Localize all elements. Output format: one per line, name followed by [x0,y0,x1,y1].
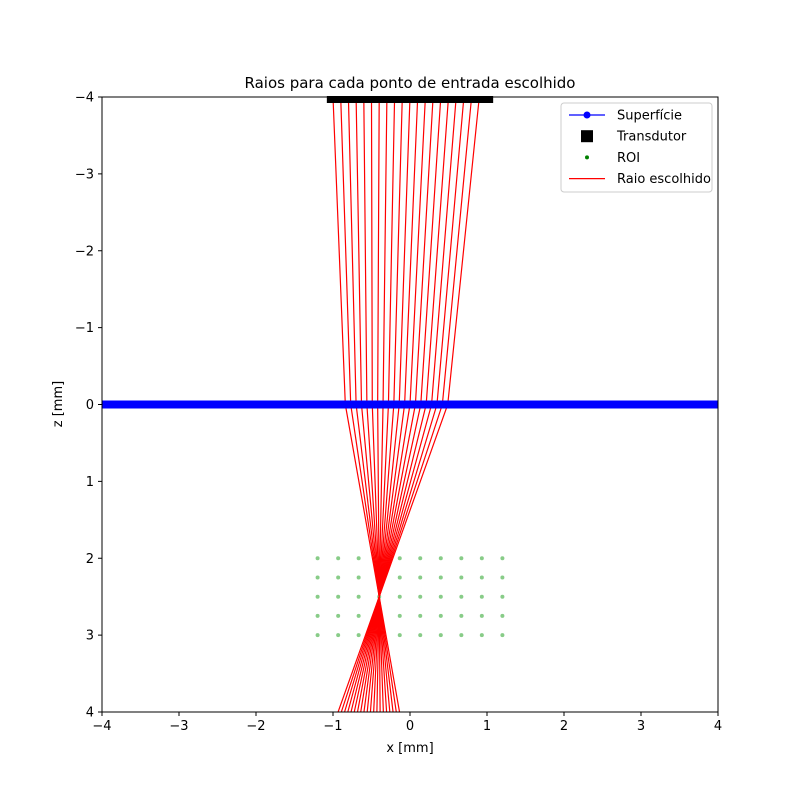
x-axis-label: x [mm] [386,741,433,756]
roi-point [336,633,341,638]
legend-label: ROI [617,151,640,166]
roi-point [336,594,341,599]
roi-point [500,594,505,599]
roi-point [336,575,341,580]
x-tick-label: −2 [246,719,265,734]
plot-content [102,96,718,712]
roi-point [336,556,341,561]
y-tick-label: −1 [75,321,94,336]
plot-area [102,96,718,712]
roi-point [438,575,443,580]
x-tick-label: 0 [406,719,414,734]
y-tick-label: 4 [86,706,94,721]
roi-point [418,556,423,561]
legend-label: Raio escolhido [617,172,711,187]
y-axis-label: z [mm] [51,381,66,427]
roi-point [397,613,402,618]
roi-point [459,594,464,599]
roi-point [418,613,423,618]
roi-point [315,575,320,580]
roi-point [500,575,505,580]
roi-point [438,633,443,638]
x-tick-label: 3 [637,719,645,734]
y-tick-label: 2 [86,552,94,567]
roi-point [397,633,402,638]
roi-point [500,556,505,561]
roi-point [479,594,484,599]
transducer-bar [326,96,494,103]
y-tick-label: 1 [86,475,94,490]
y-tick-label: −2 [75,244,94,259]
roi-point [500,633,505,638]
legend-handle-dot [585,155,589,160]
legend-box [560,102,713,193]
roi-point [315,613,320,618]
roi-point [479,613,484,618]
roi-point [397,556,402,561]
roi-point [418,575,423,580]
roi-point [336,613,341,618]
legend-label: Transdutor [616,130,687,145]
legend: Superfície Transdutor ROI Raio escolhido [560,102,713,193]
roi-point [479,556,484,561]
roi-point [356,575,361,580]
roi-point [397,575,402,580]
roi-point [479,633,484,638]
roi-point [459,556,464,561]
x-tick-label: −3 [169,719,188,734]
y-tick-label: −4 [75,91,94,106]
roi-point [315,594,320,599]
roi-point [459,613,464,618]
roi-point [315,633,320,638]
x-tick-label: 1 [483,719,491,734]
roi-point [418,594,423,599]
roi-point [459,633,464,638]
y-tick-label: 3 [86,629,94,644]
roi-point [459,575,464,580]
x-tick-label: 4 [714,719,722,734]
roi-point [397,594,402,599]
roi-point [356,556,361,561]
roi-point [315,556,320,561]
y-tick-label: 0 [86,398,94,413]
roi-point [438,556,443,561]
x-tick-label: −4 [92,719,111,734]
y-tick-label: −3 [75,167,94,182]
x-tick-label: 2 [560,719,568,734]
roi-point [438,594,443,599]
legend-handle-square [581,130,593,143]
x-tick-label: −1 [323,719,342,734]
roi-point [438,613,443,618]
roi-point [500,613,505,618]
legend-handle-marker [583,111,591,119]
roi-point [356,594,361,599]
roi-point [356,633,361,638]
legend-label: Superfície [617,109,682,124]
roi-point [479,575,484,580]
roi-point [418,633,423,638]
roi-point [356,613,361,618]
chart-title: Raios para cada ponto de entrada escolhi… [245,74,576,92]
